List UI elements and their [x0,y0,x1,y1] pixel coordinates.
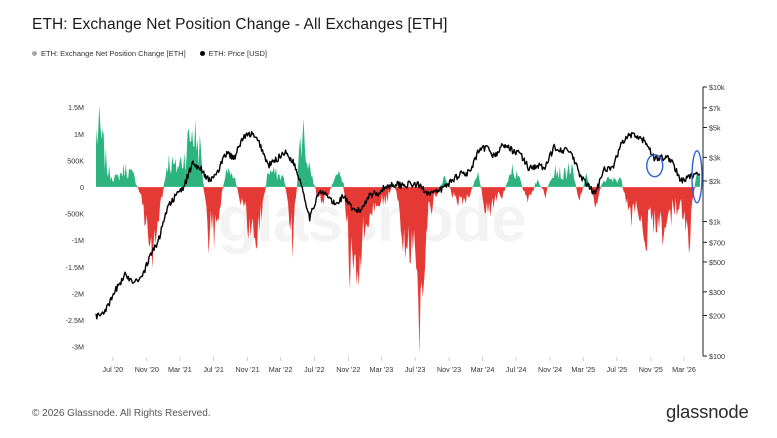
glassnode-logo: glassnode [666,401,749,422]
x-axis-tick-label: Nov '23 [437,365,461,374]
left-axis-tick-label: 1M [74,130,84,139]
x-axis-tick-label: Jul '22 [304,365,325,374]
legend-dot-price [199,51,205,56]
left-axis-tick-label: 1.5M [68,103,84,112]
x-axis-tick-label: Jul '24 [506,365,527,374]
right-axis-tick-label: $700 [709,238,725,247]
net-position-negative-area [96,187,700,356]
right-axis-tick-label: $1k [709,218,721,227]
left-axis-tick-label: -2M [72,289,84,298]
left-axis-tick-label: -1M [72,236,84,245]
right-axis-tick-label: $200 [709,312,725,321]
x-axis-tick-label: Nov '24 [538,365,562,374]
annotation-ellipse-2 [691,150,703,204]
x-axis-tick-label: Jul '21 [203,365,224,374]
x-axis-tick-label: Mar '22 [269,365,293,374]
legend-dot-net-position [32,51,37,56]
x-axis-tick-label: Mar '23 [370,365,394,374]
legend-item-price[interactable]: ETH: Price [USD] [199,49,267,58]
legend-label-price: ETH: Price [USD] [208,49,267,58]
legend-label-net-position: ETH: Exchange Net Position Change [ETH] [41,49,186,58]
x-axis-tick-label: Jul '25 [607,365,628,374]
right-axis-tick-label: $2k [709,177,721,186]
x-axis-tick-label: Nov '25 [639,365,663,374]
right-axis-tick-label: $100 [709,352,725,361]
left-axis-tick-label: -3M [72,343,84,352]
right-axis-tick-label: $10k [709,83,725,92]
right-axis-tick-label: $5k [709,123,721,132]
left-axis-tick-label: 0 [80,183,84,192]
chart-title: ETH: Exchange Net Position Change - All … [32,16,448,33]
legend: ETH: Exchange Net Position Change [ETH] … [32,49,267,58]
left-axis-tick-label: -500K [65,210,84,219]
x-axis-tick-label: Jul '23 [405,365,426,374]
x-axis-tick-label: Nov '22 [336,365,360,374]
x-axis-tick-label: Mar '25 [571,365,595,374]
right-axis-tick-label: $300 [709,288,725,297]
legend-item-net-position[interactable]: ETH: Exchange Net Position Change [ETH] [32,49,186,58]
x-axis-tick-label: Jul '20 [103,365,124,374]
x-axis-tick-label: Mar '24 [471,365,495,374]
price-line [95,130,701,320]
left-axis-tick-label: -2.5M [66,316,84,325]
annotation-ellipse-1 [646,153,664,178]
left-axis-tick-label: 500K [67,156,84,165]
right-axis-tick-label: $500 [709,258,725,267]
x-axis-tick-label: Nov '20 [135,365,159,374]
x-axis-tick-label: Mar '26 [672,365,696,374]
copyright-footer: © 2026 Glassnode. All Rights Reserved. [32,408,211,419]
right-axis-tick-label: $7k [709,104,721,113]
right-axis-tick-label: $3k [709,153,721,162]
left-axis-tick-label: -1.5M [66,263,84,272]
x-axis-tick-label: Mar '21 [168,365,192,374]
x-axis-tick-label: Nov '21 [235,365,259,374]
